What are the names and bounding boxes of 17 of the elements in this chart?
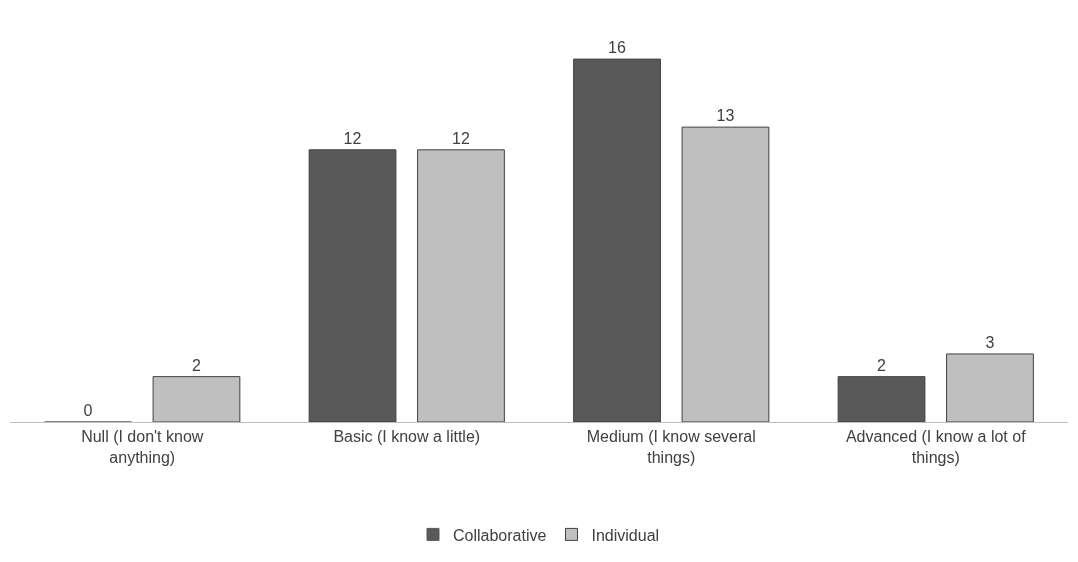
x-tick-label: Medium (I know several things) xyxy=(586,428,756,466)
bar xyxy=(308,149,397,422)
data-label: 2 xyxy=(191,356,201,374)
data-label: 13 xyxy=(716,107,735,125)
data-label: 16 xyxy=(608,39,626,57)
data-label: 12 xyxy=(343,129,362,147)
x-tick-label: Basic (I know a little) xyxy=(333,428,481,446)
x-tick-label: Null (I don't know anything) xyxy=(81,428,204,466)
x-tick-label: Advanced (I know a lot of things) xyxy=(845,428,1027,466)
bar xyxy=(837,376,926,422)
data-label: 3 xyxy=(985,333,995,351)
data-label: 0 xyxy=(83,402,93,419)
data-label: 2 xyxy=(877,356,887,374)
bar xyxy=(573,58,661,422)
legend-label: Individual xyxy=(591,526,660,544)
data-label: 12 xyxy=(452,129,470,147)
legend-label: Collaborative xyxy=(453,526,547,544)
